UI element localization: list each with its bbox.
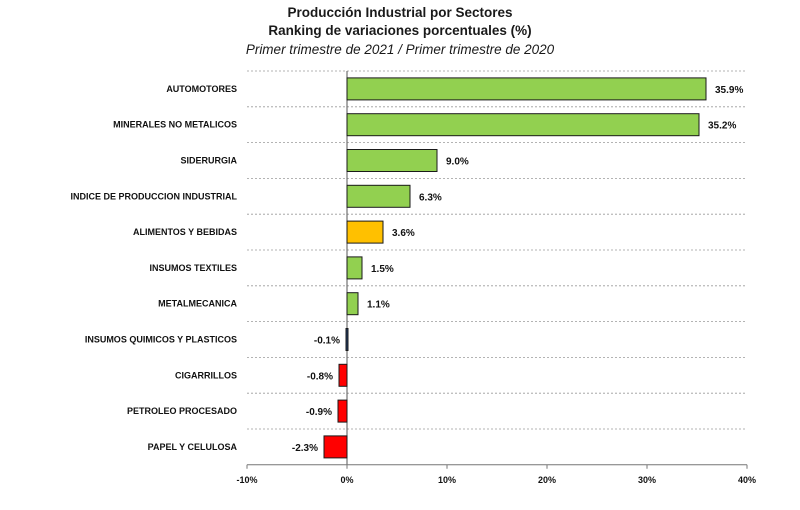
chart-subtitle: Ranking de variaciones porcentuales (%) — [268, 23, 532, 38]
bar — [345, 328, 349, 351]
x-tick-label: 10% — [438, 475, 456, 485]
value-label: 6.3% — [419, 192, 442, 203]
value-label: 35.2% — [708, 121, 736, 132]
category-label: AUTOMOTORES — [166, 84, 237, 94]
x-tick-label: 30% — [638, 475, 656, 485]
category-label: MINERALES NO METALICOS — [113, 120, 237, 130]
category-label: INSUMOS QUIMICOS Y PLASTICOS — [85, 335, 237, 345]
bar — [337, 399, 348, 423]
value-label: -0.8% — [307, 371, 333, 382]
category-label: INDICE DE PRODUCCION INDUSTRIAL — [70, 191, 237, 201]
bar — [346, 113, 700, 137]
category-label: INSUMOS TEXTILES — [149, 263, 237, 273]
value-label: 3.6% — [392, 228, 415, 239]
bar — [323, 435, 348, 459]
category-label: CIGARRILLOS — [175, 370, 237, 380]
value-label: 1.5% — [371, 264, 394, 275]
value-label: -2.3% — [292, 443, 318, 454]
bar — [346, 220, 384, 244]
value-label: -0.9% — [306, 407, 332, 418]
category-label: PETROLEO PROCESADO — [127, 406, 237, 416]
chart-period: Primer trimestre de 2021 / Primer trimes… — [245, 42, 555, 57]
category-label: SIDERURGIA — [180, 156, 237, 166]
x-tick-label: 0% — [340, 475, 353, 485]
category-label: PAPEL Y CELULOSA — [148, 442, 238, 452]
bar — [346, 256, 363, 280]
bar — [346, 149, 438, 172]
value-label: 35.9% — [715, 85, 743, 96]
x-tick-label: -10% — [236, 475, 257, 485]
chart-title: Producción Industrial por Sectores — [287, 5, 513, 20]
bar — [338, 363, 348, 387]
value-label: -0.1% — [314, 336, 340, 347]
bar — [346, 292, 359, 316]
value-label: 9.0% — [446, 157, 469, 168]
value-label: 1.1% — [367, 300, 390, 311]
x-tick-label: 40% — [738, 475, 756, 485]
category-label: ALIMENTOS Y BEBIDAS — [133, 227, 237, 237]
x-tick-label: 20% — [538, 475, 556, 485]
category-label: METALMECANICA — [158, 299, 237, 309]
bar — [346, 184, 411, 208]
bar — [346, 77, 707, 101]
